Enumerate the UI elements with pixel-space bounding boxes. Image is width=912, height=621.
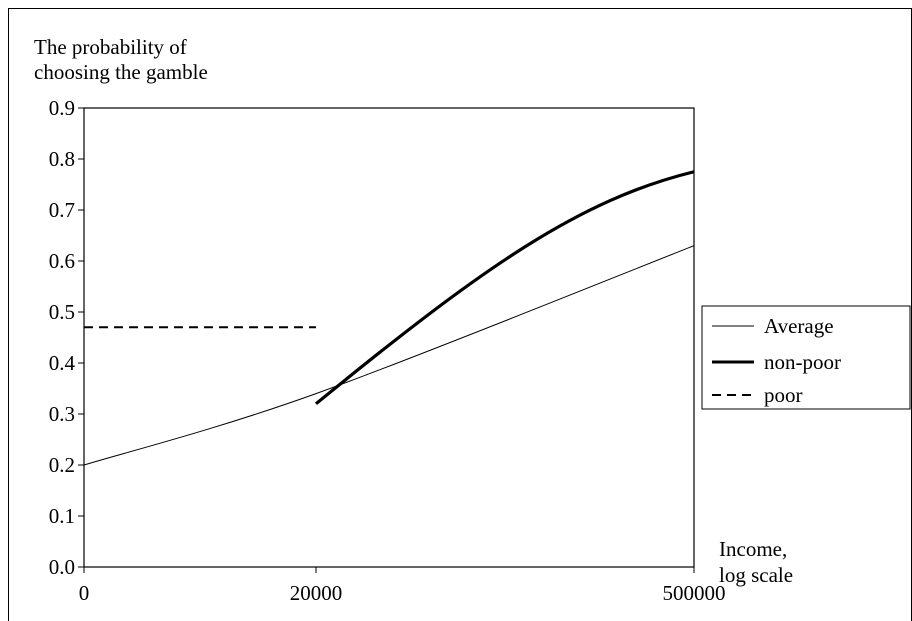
x-axis-label-line-1: Income, bbox=[719, 537, 787, 561]
y-tick-label: 0.6 bbox=[49, 249, 75, 273]
x-tick-label: 500000 bbox=[663, 581, 726, 605]
legend-label-poor: poor bbox=[764, 383, 803, 407]
y-tick-label: 0.0 bbox=[49, 555, 75, 579]
y-axis-label-line-2: choosing the gamble bbox=[34, 60, 208, 84]
x-tick-label: 0 bbox=[79, 581, 90, 605]
series-line-average bbox=[83, 245, 695, 466]
plot-area bbox=[83, 107, 695, 568]
legend-box bbox=[701, 305, 911, 410]
legend-label-average: Average bbox=[764, 314, 834, 338]
y-tick-label: 0.7 bbox=[49, 198, 75, 222]
x-axis-label-line-2: log scale bbox=[719, 563, 793, 587]
series-line-non-poor bbox=[314, 170, 695, 406]
y-tick-label: 0.3 bbox=[49, 402, 75, 426]
y-tick-label: 0.2 bbox=[49, 453, 75, 477]
y-tick-label: 0.8 bbox=[49, 147, 75, 171]
ticks-group: 0.0 0.1 0.2 0.3 0.4 0.5 0.6 0.7 0.8 0.9 0 20000 5000… bbox=[49, 96, 726, 605]
legend-label-non-poor: non-poor bbox=[764, 350, 841, 374]
x-tick-label: 20000 bbox=[290, 581, 343, 605]
series-group bbox=[83, 170, 695, 466]
y-axis-label-line-1: The probability of bbox=[34, 35, 187, 59]
legend: Average non-poor poor bbox=[701, 305, 911, 410]
y-tick-label: 0.5 bbox=[49, 300, 75, 324]
y-tick-label: 0.9 bbox=[49, 96, 75, 120]
y-tick-label: 0.1 bbox=[49, 504, 75, 528]
y-tick-label: 0.4 bbox=[49, 351, 76, 375]
